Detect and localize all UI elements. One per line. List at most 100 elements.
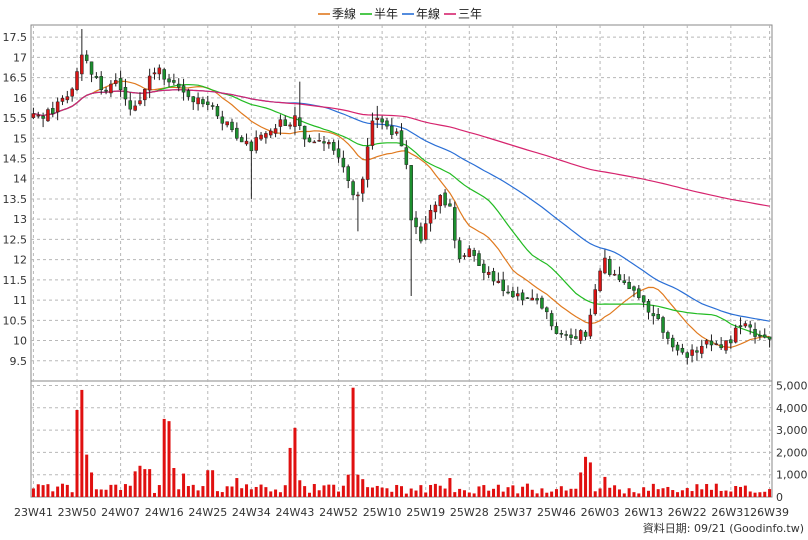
volume-bar	[564, 490, 568, 497]
candle-up	[515, 293, 520, 297]
candle-down	[758, 335, 762, 337]
volume-bar	[119, 489, 123, 497]
candle-down	[448, 203, 452, 207]
volume-bar	[492, 488, 496, 497]
candle-down	[535, 298, 539, 301]
price-tick-label: 12.5	[3, 233, 28, 246]
volume-bar	[685, 488, 689, 497]
candle-down	[235, 127, 239, 139]
candle-down	[729, 339, 733, 344]
candle-down	[181, 85, 186, 93]
candle-down	[201, 99, 205, 105]
candle-up	[143, 89, 147, 101]
candle-down	[399, 130, 404, 147]
price-tick-label: 10	[13, 335, 27, 348]
volume-bar	[167, 421, 171, 497]
candle-down	[670, 337, 675, 348]
time-tick-label: 24W07	[101, 506, 140, 519]
volume-bar	[31, 488, 35, 497]
volume-bar	[351, 387, 355, 497]
volume-bar	[385, 488, 389, 497]
candle-down	[89, 61, 94, 75]
volume-bar	[152, 492, 157, 497]
candle-up	[327, 142, 331, 145]
volume-bar	[462, 490, 466, 497]
time-tick-label: 24W43	[276, 506, 315, 519]
candle-down	[390, 125, 394, 135]
candle-up	[244, 140, 249, 145]
legend-label: 季線	[332, 6, 356, 21]
volume-bar	[569, 488, 573, 497]
candle-up	[714, 343, 719, 346]
candle-down	[443, 192, 447, 206]
candle-down	[302, 125, 307, 140]
volume-bar	[453, 492, 457, 497]
candle-down	[409, 165, 413, 221]
candle-up	[196, 97, 200, 105]
candle-down	[206, 101, 210, 105]
volume-bar	[448, 478, 452, 497]
price-tick-label: 17	[13, 51, 27, 64]
candle-down	[51, 108, 55, 114]
volume-bar	[186, 486, 190, 497]
candle-up	[278, 119, 283, 127]
candle-down	[685, 352, 689, 358]
candle-down	[346, 166, 350, 182]
candle-down	[123, 87, 128, 100]
time-tick-label: 26W03	[581, 506, 620, 519]
volume-bar	[109, 484, 113, 497]
candle-down	[666, 332, 670, 339]
candle-down	[569, 334, 573, 338]
candle-down	[719, 344, 723, 349]
candle-up	[462, 255, 467, 257]
candle-down	[128, 100, 133, 110]
volume-bar	[729, 491, 733, 497]
candle-down	[104, 89, 108, 92]
candle-up	[433, 204, 438, 213]
ma-line-季線	[33, 80, 770, 349]
volume-bar	[36, 484, 40, 497]
volume-panel	[30, 380, 773, 498]
volume-bar	[424, 492, 428, 497]
time-tick-label: 25W37	[493, 506, 532, 519]
candle-down	[511, 290, 515, 298]
volume-bar	[603, 476, 607, 497]
candle-up	[65, 96, 70, 101]
volume-bar	[409, 488, 413, 497]
time-tick-label: 25W46	[537, 506, 576, 519]
volume-bar	[138, 465, 142, 497]
candle-down	[191, 96, 195, 103]
volume-bar	[593, 491, 597, 497]
candle-up	[288, 124, 292, 127]
volume-bar	[608, 487, 612, 497]
volume-bar	[128, 485, 132, 497]
volume-bar	[235, 478, 239, 497]
volume-bar	[41, 485, 45, 497]
legend-label: 三年	[458, 7, 482, 21]
candle-up	[370, 120, 375, 146]
candle-up	[733, 327, 738, 343]
candle-down	[167, 78, 171, 83]
candle-down	[307, 137, 312, 143]
candle-up	[486, 271, 491, 275]
candle-up	[361, 178, 365, 194]
candle-down	[622, 280, 627, 283]
candle-down	[646, 301, 651, 313]
volume-bar	[298, 480, 302, 497]
candle-down	[220, 116, 225, 124]
price-panel	[30, 24, 773, 382]
time-tick-label: 25W19	[406, 506, 445, 519]
candle-up	[268, 130, 273, 136]
volume-bar	[254, 486, 258, 497]
candle-up	[152, 72, 157, 75]
volume-bar	[632, 492, 636, 497]
volume-bar	[700, 489, 704, 497]
volume-bar	[327, 484, 331, 497]
candle-down	[118, 78, 123, 90]
price-tick-label: 13.5	[3, 193, 28, 206]
volume-bar	[278, 492, 282, 497]
volume-bar	[709, 489, 713, 497]
volume-bar	[259, 484, 263, 497]
candle-up	[70, 88, 74, 97]
volume-bar	[375, 485, 379, 497]
